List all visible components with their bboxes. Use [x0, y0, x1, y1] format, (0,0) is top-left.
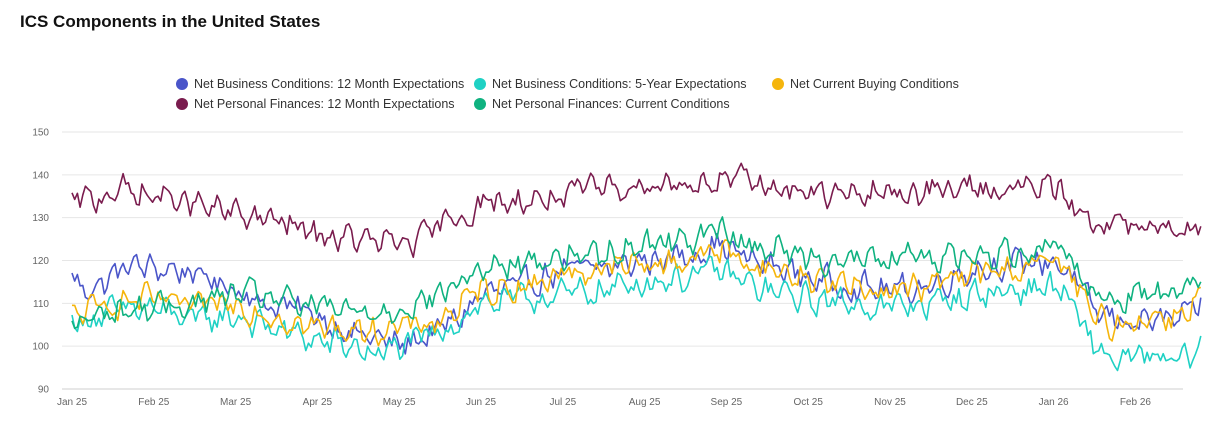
- legend-item-personal-current[interactable]: Net Personal Finances: Current Condition…: [474, 97, 730, 111]
- x-tick-label: Feb 25: [138, 397, 170, 408]
- legend-item-business-12m[interactable]: Net Business Conditions: 12 Month Expect…: [176, 77, 464, 91]
- x-tick-label: Oct 25: [793, 397, 823, 408]
- x-tick-label: Jul 25: [549, 397, 576, 408]
- legend-dot-icon: [176, 78, 188, 90]
- legend-item-personal-12m[interactable]: Net Personal Finances: 12 Month Expectat…: [176, 97, 455, 111]
- legend-dot-icon: [474, 98, 486, 110]
- legend-label: Net Current Buying Conditions: [790, 77, 959, 91]
- legend-label: Net Business Conditions: 5-Year Expectat…: [492, 77, 747, 91]
- x-tick-label: Aug 25: [629, 397, 661, 408]
- legend-label: Net Personal Finances: Current Condition…: [492, 97, 730, 111]
- series-line-2[interactable]: [71, 239, 1202, 347]
- x-tick-label: Feb 26: [1120, 397, 1152, 408]
- y-tick-label: 110: [33, 299, 49, 310]
- y-tick-label: 140: [32, 170, 49, 181]
- y-tick-label: 130: [32, 213, 49, 224]
- series-line-3[interactable]: [71, 162, 1202, 259]
- x-tick-label: Jun 25: [466, 397, 496, 408]
- y-tick-label: 150: [32, 128, 49, 139]
- x-tick-label: May 25: [383, 397, 416, 408]
- y-tick-label: 120: [32, 256, 49, 267]
- x-tick-label: Apr 25: [303, 397, 333, 408]
- chart-title: ICS Components in the United States: [20, 12, 321, 31]
- legend-label: Net Personal Finances: 12 Month Expectat…: [194, 97, 455, 111]
- y-tick-label: 100: [32, 342, 49, 353]
- series-line-0[interactable]: [71, 232, 1202, 355]
- series-line-4[interactable]: [71, 216, 1202, 330]
- legend-label: Net Business Conditions: 12 Month Expect…: [194, 77, 465, 91]
- x-tick-label: Sep 25: [711, 397, 743, 408]
- legend-dot-icon: [474, 78, 486, 90]
- legend-item-business-5y[interactable]: Net Business Conditions: 5-Year Expectat…: [474, 77, 747, 91]
- legend-dot-icon: [176, 98, 188, 110]
- x-tick-label: Dec 25: [956, 397, 988, 408]
- x-tick-label: Jan 26: [1039, 397, 1069, 408]
- legend-dot-icon: [772, 78, 784, 90]
- x-tick-label: Nov 25: [874, 397, 906, 408]
- x-tick-label: Mar 25: [220, 397, 252, 408]
- x-tick-label: Jan 25: [57, 397, 87, 408]
- legend-item-buying-conditions[interactable]: Net Current Buying Conditions: [772, 77, 959, 91]
- y-tick-label: 90: [38, 385, 50, 396]
- series-line-1[interactable]: [71, 255, 1202, 372]
